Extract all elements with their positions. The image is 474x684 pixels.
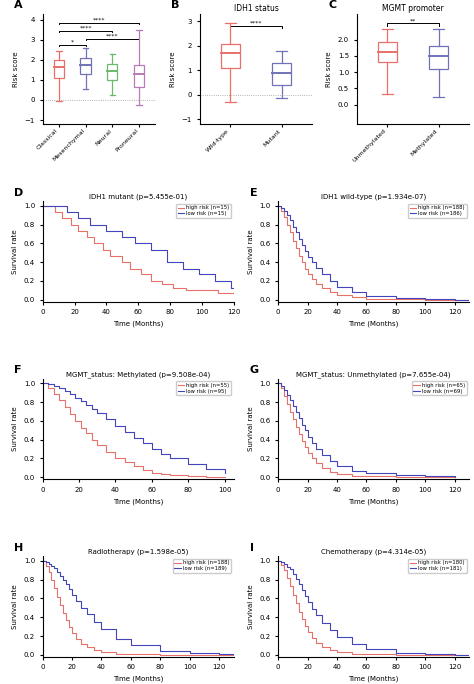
Y-axis label: Survival rate: Survival rate xyxy=(12,229,18,274)
Text: G: G xyxy=(250,365,259,376)
Title: MGMT_status: Methylated (p=9.508e-04): MGMT_status: Methylated (p=9.508e-04) xyxy=(66,371,210,378)
X-axis label: Time (Months): Time (Months) xyxy=(348,499,399,505)
Title: Chemotherapy (p=4.314e-05): Chemotherapy (p=4.314e-05) xyxy=(321,549,426,555)
Y-axis label: Survival rate: Survival rate xyxy=(248,406,254,451)
Y-axis label: Survival rate: Survival rate xyxy=(248,229,254,274)
Title: IDH1 wild-type (p=1.934e-07): IDH1 wild-type (p=1.934e-07) xyxy=(321,194,426,200)
Bar xyxy=(107,64,118,80)
Y-axis label: Risk score: Risk score xyxy=(13,51,19,87)
X-axis label: Time (Months): Time (Months) xyxy=(348,676,399,683)
Bar xyxy=(272,63,292,86)
Legend: high risk (n=188), low risk (n=186): high risk (n=188), low risk (n=186) xyxy=(409,204,466,218)
Text: A: A xyxy=(14,0,23,10)
Y-axis label: Survival rate: Survival rate xyxy=(12,406,18,451)
X-axis label: Time (Months): Time (Months) xyxy=(113,499,164,505)
Text: ****: **** xyxy=(79,25,92,31)
Text: **: ** xyxy=(410,18,416,23)
Bar xyxy=(378,42,397,62)
Legend: high risk (n=15), low risk (n=15): high risk (n=15), low risk (n=15) xyxy=(176,204,231,218)
Text: *: * xyxy=(71,40,74,44)
X-axis label: Time (Months): Time (Months) xyxy=(348,321,399,328)
Legend: high risk (n=188), low risk (n=189): high risk (n=188), low risk (n=189) xyxy=(173,559,231,573)
Title: Radiotherapy (p=1.598e-05): Radiotherapy (p=1.598e-05) xyxy=(88,549,188,555)
Legend: high risk (n=180), low risk (n=181): high risk (n=180), low risk (n=181) xyxy=(409,559,466,573)
Text: ****: **** xyxy=(93,18,105,23)
Title: MGMT promoter: MGMT promoter xyxy=(382,4,444,13)
Y-axis label: Risk score: Risk score xyxy=(326,51,332,87)
X-axis label: Time (Months): Time (Months) xyxy=(113,321,164,328)
Legend: high risk (n=55), low risk (n=95): high risk (n=55), low risk (n=95) xyxy=(176,382,231,395)
Text: H: H xyxy=(14,543,24,553)
Text: I: I xyxy=(250,543,254,553)
Title: IDH1 mutant (p=5.455e-01): IDH1 mutant (p=5.455e-01) xyxy=(89,194,187,200)
X-axis label: Time (Months): Time (Months) xyxy=(113,676,164,683)
Text: ****: **** xyxy=(106,34,118,38)
Text: F: F xyxy=(14,365,22,376)
Text: D: D xyxy=(14,188,24,198)
Y-axis label: Survival rate: Survival rate xyxy=(12,584,18,629)
Legend: high risk (n=65), low risk (n=69): high risk (n=65), low risk (n=69) xyxy=(412,382,466,395)
Bar xyxy=(220,44,240,68)
Text: E: E xyxy=(250,188,257,198)
Title: IDH1 status: IDH1 status xyxy=(234,4,278,13)
Text: ****: **** xyxy=(250,21,262,26)
Y-axis label: Survival rate: Survival rate xyxy=(248,584,254,629)
Title: MGMT_status: Unmethylated (p=7.655e-04): MGMT_status: Unmethylated (p=7.655e-04) xyxy=(296,371,451,378)
Text: B: B xyxy=(171,0,180,10)
Text: C: C xyxy=(328,0,337,10)
Y-axis label: Risk score: Risk score xyxy=(170,51,176,87)
Bar xyxy=(134,65,144,87)
Bar xyxy=(81,58,91,74)
Bar xyxy=(54,60,64,78)
Bar xyxy=(429,46,448,69)
